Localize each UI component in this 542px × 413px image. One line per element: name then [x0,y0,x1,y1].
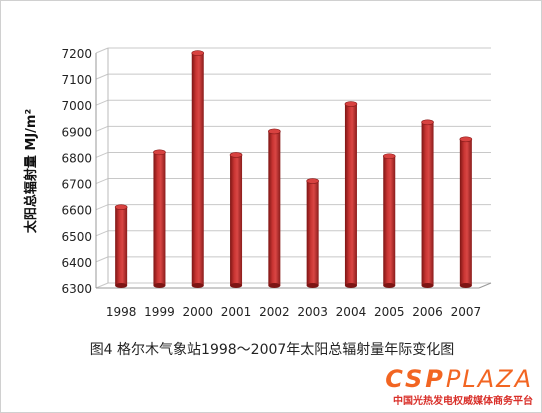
x-tick-label: 1998 [106,305,137,319]
bar-1999 [153,149,166,288]
bar-cap [382,153,396,160]
y-tick-label: 6700 [61,178,92,192]
bar-base [383,283,396,288]
bar-base [191,283,204,288]
y-tick-label: 6800 [61,151,92,165]
bar-2002 [268,128,281,288]
grid-line-diag [95,282,109,289]
y-tick-label: 7200 [61,47,92,61]
bar-cap [344,101,358,107]
bar-cap [421,119,434,126]
bar-cap [459,136,473,143]
bar-body [230,154,243,286]
bar-2001 [229,152,243,288]
bar-body [191,53,204,286]
bar-2003 [306,178,319,288]
bar-1998 [114,204,128,288]
bar-2004 [344,101,358,288]
x-tick-label: 2007 [451,305,482,319]
labels-layer: 6300 6400 6500 6600 6700 6800 6900 7000 7100 7200… [23,47,481,319]
bar-body [153,152,166,286]
grid-line-diag [95,204,109,211]
y-tick-label: 7100 [61,73,92,87]
grid-line-diag [95,151,109,158]
x-axis-diag [478,282,492,289]
figure-caption: 图4 格尔木气象站1998～2007年太阳总辐射量年际变化图 [89,342,455,358]
y-tick-label: 6900 [61,125,92,139]
bar-body [344,104,357,286]
logo-wordmark: CSPPLAZA [385,365,533,393]
bar-body [268,131,281,286]
bar-body [421,122,434,286]
bar-base [153,283,166,288]
bar-cap [268,128,281,135]
bar-cap [114,204,128,210]
bar-body [383,156,396,286]
bar-cap [229,152,243,158]
bar-2007 [459,136,473,288]
y-tick-label: 6400 [61,256,92,270]
bar-base [115,283,128,288]
logo-tagline: 中国光热发电权威媒体商务平台 [393,396,533,407]
bar-base [268,283,281,288]
x-tick-label: 2006 [412,305,443,319]
bar-cap [306,178,319,184]
x-tick-label: 2005 [374,305,405,319]
x-tick-label: 2002 [259,305,290,319]
bar-body [306,181,319,286]
bar-body [459,139,472,286]
grid-line-diag [95,125,109,132]
bars-layer [114,50,473,288]
y-tick-label: 6500 [61,230,92,244]
bar-base [421,283,434,288]
y-axis-title: 太阳总辐射量 MJ/m² [23,109,39,234]
grid-line-diag [95,73,109,80]
bar-cap [153,149,166,156]
y-tick-label: 6300 [61,282,92,296]
csp-plaza-logo: CSPPLAZA 中国光热发电权威媒体商务平台 [373,367,533,407]
x-tick-label: 2003 [297,305,328,319]
x-tick-label: 2004 [336,305,367,319]
bar-2005 [382,153,396,288]
y-tick-label: 6600 [61,204,92,218]
grid-line-diag [95,47,109,54]
bar-2000 [191,50,205,288]
bar-2006 [421,119,434,288]
grid-line-diag [95,230,109,237]
bar-base [230,283,243,288]
chart-canvas: 6300 6400 6500 6600 6700 6800 6900 7000 7100 7200… [23,47,492,319]
grid-line-diag [95,178,109,185]
x-tick-label: 2000 [182,305,213,319]
bar-cap [191,50,205,56]
y-tick-label: 7000 [61,99,92,113]
bar-body [115,207,128,286]
x-tick-label: 2001 [221,305,252,319]
bar-base [306,283,319,288]
bar-base [459,283,472,288]
x-tick-label: 1999 [144,305,175,319]
grid-line-diag [95,256,109,263]
bar-base [344,283,357,288]
grid-line-diag [95,99,109,106]
